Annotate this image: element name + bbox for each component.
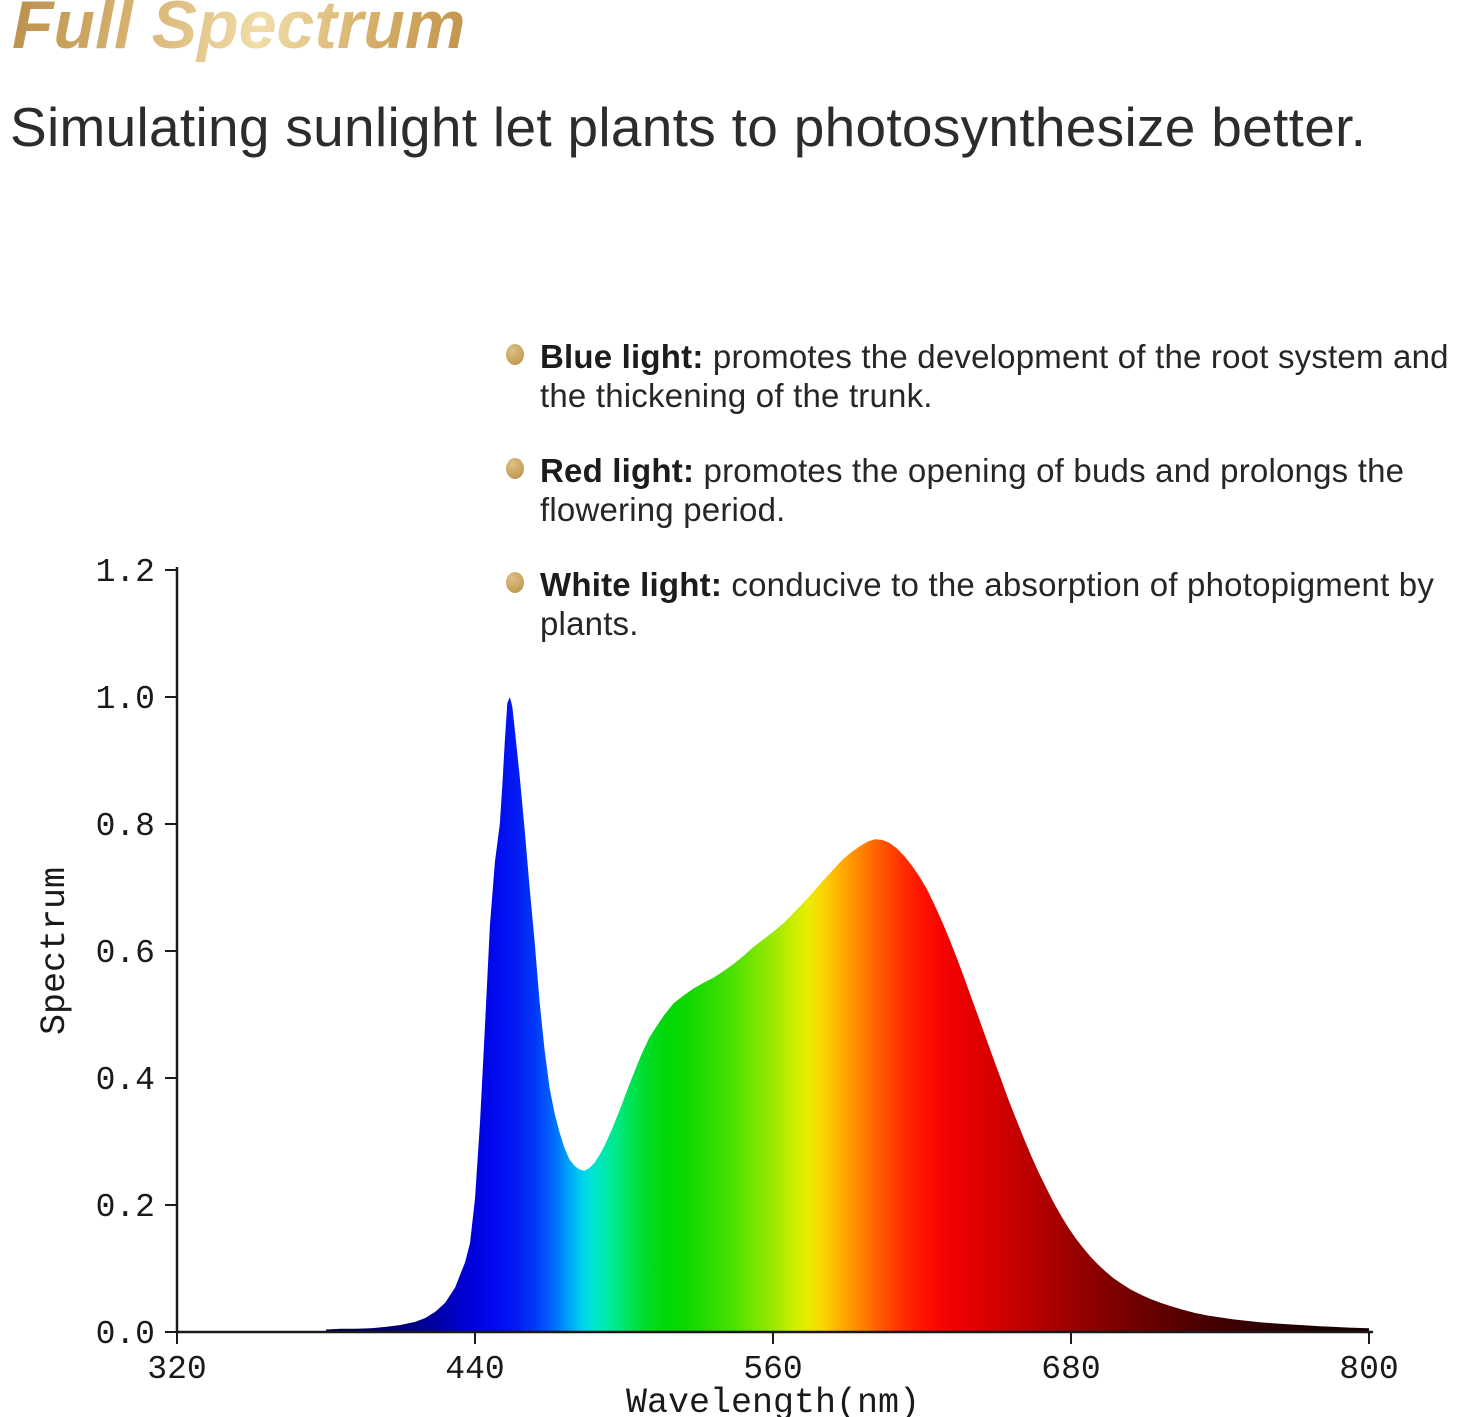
- bullet-text-blue: Blue light: promotes the development of …: [540, 338, 1464, 415]
- bullet-description: promotes the development of the root sys…: [540, 338, 1449, 414]
- list-item-white-light: White light: conducive to the absorption…: [506, 566, 1464, 643]
- spectrum-area: [326, 697, 1369, 1332]
- bullet-description: promotes the opening of buds and prolong…: [540, 452, 1405, 528]
- list-item-red-light: Red light: promotes the opening of buds …: [506, 452, 1464, 529]
- x-tick-label: 560: [743, 1351, 802, 1388]
- y-tick-label: 0.6: [96, 935, 155, 972]
- list-item-blue-light: Blue light: promotes the development of …: [506, 338, 1464, 415]
- y-tick-label: 0.2: [96, 1189, 155, 1226]
- x-tick-label: 440: [445, 1351, 504, 1388]
- x-tick-label: 680: [1041, 1351, 1100, 1388]
- bullet-label: Red light:: [540, 452, 695, 490]
- page-title: Full Spectrum: [12, 0, 465, 64]
- x-tick-label: 320: [147, 1351, 206, 1388]
- bullet-dot-icon: [506, 344, 524, 365]
- bullet-label: Blue light:: [540, 338, 704, 375]
- bullet-description: conducive to the absorption of photopigm…: [540, 566, 1435, 643]
- y-tick-label: 0.0: [96, 1316, 155, 1353]
- light-benefits-list: Blue light: promotes the development of …: [506, 338, 1464, 644]
- x-axis-title: Wavelength(nm): [626, 1383, 920, 1417]
- bullet-dot-icon: [506, 458, 524, 480]
- subtitle: Simulating sunlight let plants to photos…: [10, 96, 1367, 158]
- x-tick-label: 800: [1339, 1351, 1398, 1388]
- y-tick-label: 1.2: [96, 554, 155, 591]
- bullet-text-white: White light: conducive to the absorption…: [540, 566, 1464, 643]
- y-tick-label: 0.8: [96, 808, 155, 845]
- y-tick-label: 1.0: [96, 681, 155, 718]
- y-axis-title: Spectrum: [35, 867, 75, 1035]
- y-tick-label: 0.4: [96, 1062, 155, 1099]
- bullet-dot-icon: [506, 572, 524, 594]
- bullet-label: White light:: [540, 566, 723, 604]
- bullet-text-red: Red light: promotes the opening of buds …: [540, 452, 1464, 529]
